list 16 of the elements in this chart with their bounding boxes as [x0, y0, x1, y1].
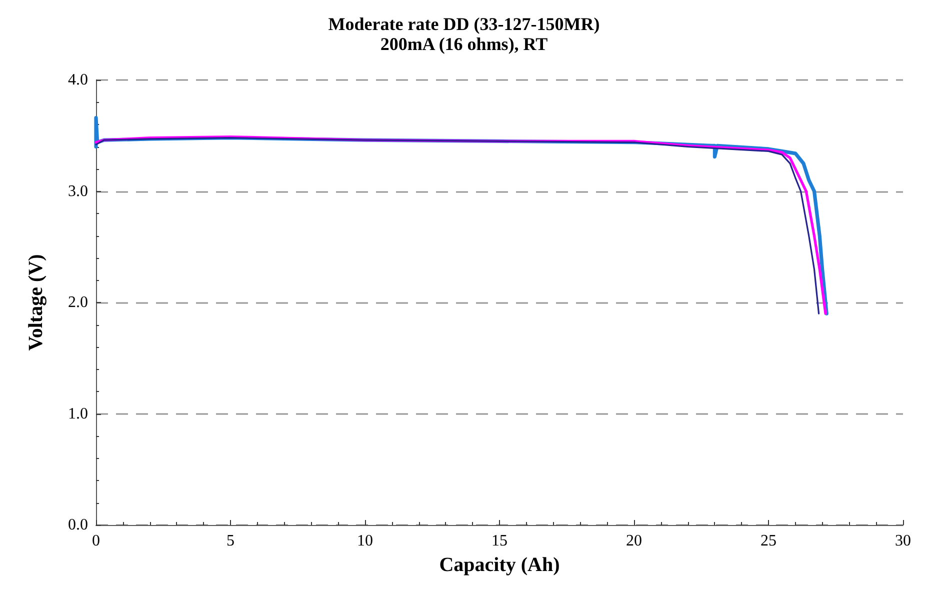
y-tick-label: 3.0: [68, 182, 88, 200]
y-tick-label: 2.0: [68, 294, 88, 311]
y-tick-label: 0.0: [68, 516, 88, 534]
chart-subtitle: 200mA (16 ohms), RT: [380, 34, 548, 54]
y-tick-label: 4.0: [68, 72, 88, 88]
x-tick-label: 15: [492, 532, 508, 550]
chart-title: Moderate rate DD (33-127-150MR): [328, 14, 600, 34]
x-tick-label: 25: [760, 532, 776, 550]
y-tick-label: 1.0: [68, 405, 88, 422]
x-tick-label: 5: [226, 532, 234, 550]
x-axis-title: Capacity (Ah): [439, 554, 560, 576]
x-tick-label: 0: [92, 532, 100, 550]
x-tick-label: 10: [357, 532, 373, 550]
y-axis-title: Voltage (V): [25, 254, 47, 351]
x-tick-label: 20: [626, 532, 642, 550]
x-tick-label: 30: [895, 532, 911, 550]
